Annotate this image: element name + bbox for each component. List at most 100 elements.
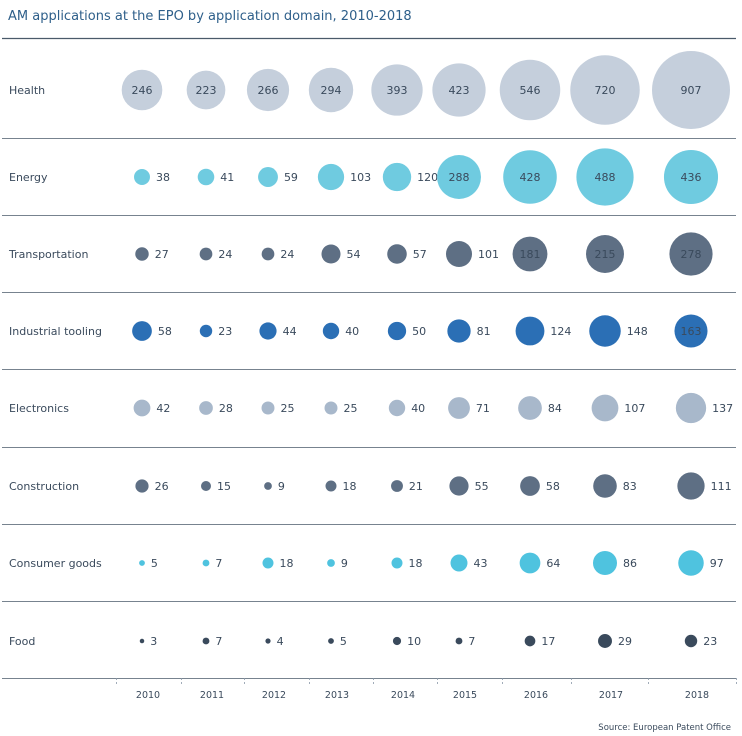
bubble [447,319,471,343]
x-tick-label: 2018 [685,690,709,701]
bubble [382,162,412,192]
row-label: Energy [9,171,48,184]
bubble [199,247,213,261]
bubble [593,474,617,498]
data-label: 15 [217,480,231,493]
data-label: 246 [132,84,153,97]
bubble [678,550,704,576]
bubble [325,480,337,492]
x-tick-label: 2014 [391,690,415,701]
data-label: 64 [546,557,560,570]
x-tick-label: 2011 [200,690,224,701]
data-label: 54 [347,248,361,261]
bubble [503,150,557,204]
bubble [592,550,618,576]
bubble [133,399,151,417]
data-label: 428 [520,171,541,184]
data-label: 25 [343,402,357,415]
bubble [388,399,406,417]
data-label: 81 [477,325,491,338]
source-note: Source: European Patent Office [598,723,731,733]
data-label: 27 [155,248,169,261]
bubble [449,476,469,496]
data-label: 546 [520,84,541,97]
bubble [674,314,708,348]
bubble [570,55,640,125]
data-label: 86 [623,557,637,570]
data-label: 57 [413,248,427,261]
grid-lines [2,37,737,686]
bubble [392,636,402,646]
x-tick-label: 2013 [325,690,349,701]
data-label: 7 [215,635,222,648]
row-label: Electronics [9,402,69,415]
bubble [258,167,278,187]
bubble [139,638,145,644]
data-label: 28 [219,402,233,415]
bubble [134,169,150,185]
data-label: 41 [220,171,234,184]
data-label: 423 [449,84,470,97]
bubble [598,634,612,648]
bubble [265,638,271,644]
bubble [262,557,274,569]
bubble [202,637,210,645]
bubble [684,634,698,648]
data-label: 24 [280,248,294,261]
data-label: 71 [476,402,490,415]
data-label: 17 [541,635,555,648]
bubble [391,480,403,492]
data-label: 18 [279,557,293,570]
bubble [328,638,334,644]
bubble [135,247,149,261]
row-label: Industrial tooling [9,325,102,338]
bubble [652,51,730,129]
bubble [199,401,213,415]
data-label: 163 [681,325,702,338]
row-label: Construction [9,480,79,493]
data-label: 97 [710,557,724,570]
data-label: 5 [151,557,158,570]
bubble [677,472,705,500]
data-label: 5 [340,635,347,648]
bubble [524,635,536,647]
x-tick-label: 2016 [524,690,548,701]
bubble [663,149,719,205]
x-tick-label: 2017 [599,690,623,701]
bubble [591,394,619,422]
bubble [259,322,277,340]
bubble [520,476,540,496]
data-label: 278 [681,248,702,261]
data-label: 58 [158,325,172,338]
bubble [322,322,340,340]
data-label: 907 [681,84,702,97]
bubble [317,163,345,191]
bubble [669,232,713,276]
bubble [512,236,548,272]
data-label: 9 [278,480,285,493]
bubble [515,316,545,346]
row-food: Food 3 7 4 5 10 7 17 29 23 [9,634,717,648]
bubble [576,148,634,206]
row-industrial-tooling: Industrial tooling 58 23 44 40 50 81 124 148 163 [9,314,708,348]
data-label: 55 [475,480,489,493]
row-transportation: Transportation 27 24 24 54 57 101 181 215 278 [8,232,713,276]
data-label: 21 [409,480,423,493]
row-health: Health 246 223 266 294 393 423 546 720 907 [9,51,730,129]
bubble [199,324,213,338]
data-label: 3 [150,635,157,648]
bubble [186,70,226,110]
data-label: 24 [218,248,232,261]
x-axis: 2010 2011 2012 2013 2014 2015 2016 2017 2018 [136,690,709,701]
data-label: 215 [595,248,616,261]
bubble [519,552,541,574]
bubble [261,401,275,415]
data-label: 58 [546,480,560,493]
data-label: 84 [548,402,562,415]
bubble [675,392,707,424]
x-tick-label: 2010 [136,690,160,701]
bubble [445,240,473,268]
